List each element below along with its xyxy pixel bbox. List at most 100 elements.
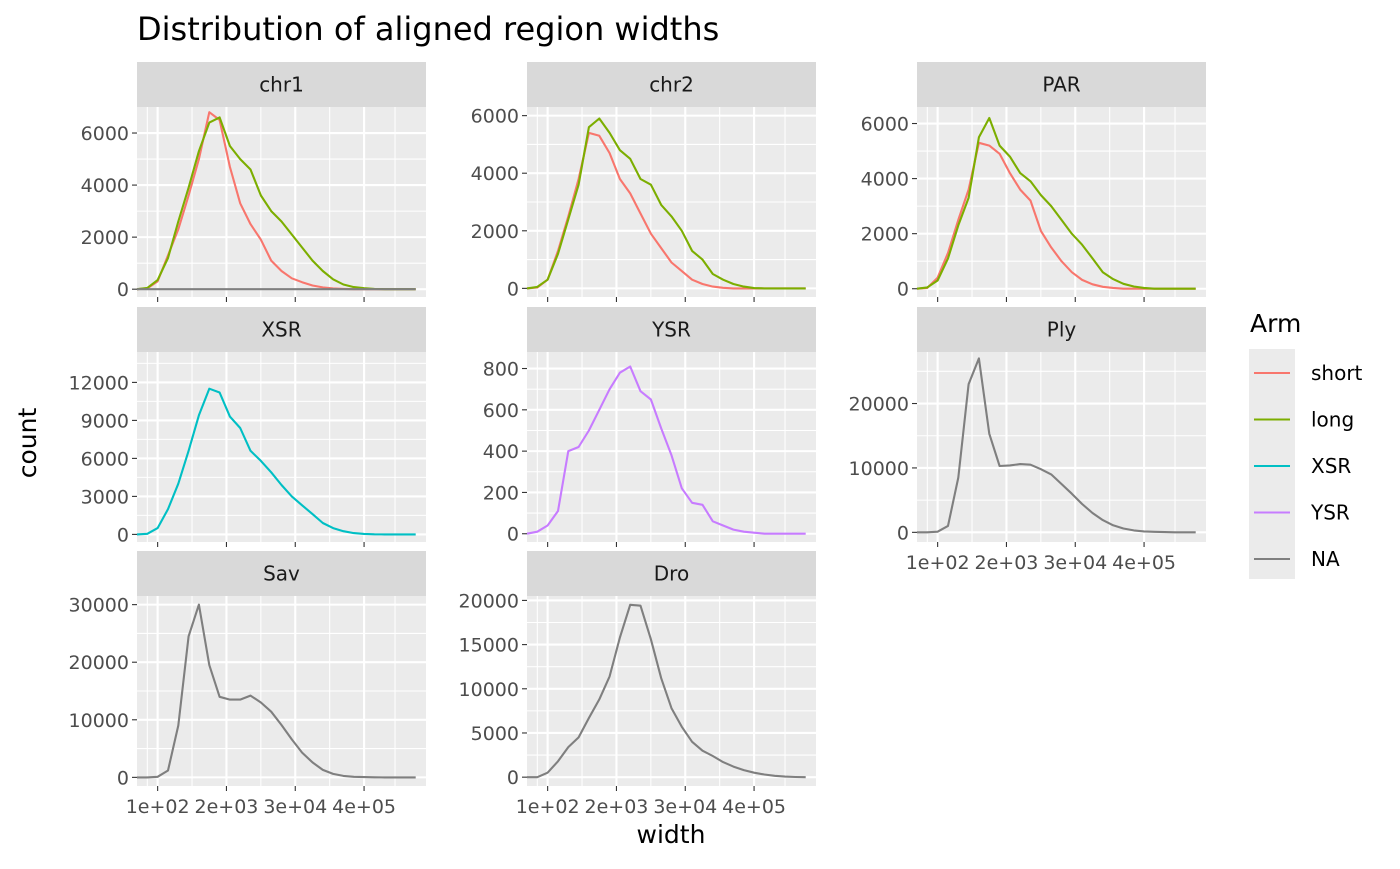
panel-background — [527, 596, 816, 786]
y-tick-label: 9000 — [81, 410, 129, 432]
series-line-na — [917, 357, 1196, 534]
y-tick-label: 4000 — [471, 163, 519, 185]
facet-strip — [527, 307, 816, 352]
series-line-na — [527, 603, 806, 779]
legend-item-ysr: YSR — [1254, 501, 1350, 525]
y-tick-label: 6000 — [861, 114, 909, 136]
x-tick-label: 1e+02 — [126, 796, 190, 818]
x-tick-label: 4e+05 — [1112, 552, 1176, 574]
y-tick-label: 4000 — [861, 169, 909, 191]
y-tick-label: 400 — [483, 441, 519, 463]
y-tick-label: 20000 — [69, 652, 129, 674]
facet-strip-label: PAR — [1042, 73, 1080, 97]
facet-strip — [137, 62, 426, 107]
facet-strip — [917, 62, 1206, 107]
facet-strip-label: Sav — [263, 562, 300, 586]
facet-strip-label: XSR — [261, 318, 301, 342]
panel-background — [917, 107, 1206, 297]
legend-label: short — [1311, 361, 1363, 385]
legend-title: Arm — [1250, 309, 1301, 338]
facet-strip-label: chr2 — [649, 73, 694, 97]
x-tick-label: 1e+02 — [906, 552, 970, 574]
y-tick-label: 10000 — [69, 710, 129, 732]
facet-strip-label: Ply — [1047, 318, 1077, 342]
legend-label: long — [1311, 408, 1354, 432]
facet-strip-label: chr1 — [259, 73, 304, 97]
facet-strip-label: Dro — [654, 562, 689, 586]
series-line-long — [916, 116, 1196, 290]
y-tick-label: 800 — [483, 359, 519, 381]
y-tick-label: 10000 — [849, 458, 909, 480]
y-tick-label: 6000 — [81, 448, 129, 470]
legend: Arm short long XSR YSR NA — [1249, 309, 1363, 579]
y-tick-label: 6000 — [81, 123, 129, 145]
series-line-xsr — [136, 387, 416, 536]
panel-background — [137, 352, 426, 542]
facet-strip — [527, 551, 816, 596]
series-line-ysr — [526, 365, 806, 535]
y-tick-label: 20000 — [849, 394, 909, 416]
x-tick-label: 3e+04 — [653, 796, 717, 818]
facet-strip-label: YSR — [651, 318, 691, 342]
y-tick-label: 0 — [507, 278, 519, 300]
y-tick-label: 12000 — [69, 372, 129, 394]
y-axis-title: count — [13, 408, 42, 479]
x-axis-title: width — [637, 820, 706, 849]
y-tick-label: 0 — [507, 524, 519, 546]
panel-background — [137, 107, 426, 297]
legend-item-na: NA — [1254, 547, 1340, 571]
series-line-long — [526, 117, 806, 290]
x-tick-label: 2e+03 — [195, 796, 259, 818]
facet-strip — [137, 551, 426, 596]
y-tick-label: 30000 — [69, 595, 129, 617]
facet-panel-xsr: XSR 0 3000 6000 9000 12000 — [69, 307, 426, 547]
facet-strip — [137, 307, 426, 352]
y-tick-label: 2000 — [861, 224, 909, 246]
legend-label: NA — [1311, 547, 1340, 571]
x-tick-label: 1e+02 — [516, 796, 580, 818]
y-tick-label: 20000 — [459, 590, 519, 612]
y-tick-label: 600 — [483, 400, 519, 422]
legend-item-short: short — [1254, 361, 1363, 385]
y-tick-label: 0 — [897, 279, 909, 301]
panel-background — [917, 352, 1206, 542]
y-tick-label: 2000 — [471, 221, 519, 243]
y-tick-label: 0 — [507, 767, 519, 789]
series-line-na — [137, 603, 416, 779]
facet-panel-sav: Sav 0 10000 20000 30000 1e+02 2e+03 3e+04 4e+05 — [69, 551, 426, 818]
facet-panels: chr10200040006000chr20200040006000PAR020… — [69, 62, 1206, 818]
x-tick-label: 4e+05 — [332, 796, 396, 818]
legend-label: XSR — [1311, 454, 1351, 478]
facet-panel-dro: Dro 0 5000 10000 15000 20000 1e+02 2e+03 3e+04 4e… — [459, 551, 816, 818]
y-tick-label: 3000 — [81, 486, 129, 508]
x-tick-label: 2e+03 — [975, 552, 1039, 574]
y-tick-label: 5000 — [471, 723, 519, 745]
chart-title: Distribution of aligned region widths — [137, 10, 719, 48]
facet-panel-par: PAR 0 2000 4000 6000 — [861, 62, 1206, 302]
y-tick-label: 200 — [483, 482, 519, 504]
y-tick-label: 0 — [117, 279, 129, 301]
legend-label: YSR — [1310, 501, 1350, 525]
y-tick-label: 4000 — [81, 175, 129, 197]
legend-item-xsr: XSR — [1254, 454, 1351, 478]
x-tick-label: 3e+04 — [1043, 552, 1107, 574]
legend-key-background — [1249, 349, 1295, 579]
y-tick-label: 0 — [117, 524, 129, 546]
y-tick-label: 6000 — [471, 106, 519, 128]
facet-panel-ply: Ply 0 10000 20000 1e+02 2e+03 3e+04 4e+05 — [849, 307, 1206, 574]
panel-background — [527, 352, 816, 542]
y-tick-label: 0 — [117, 767, 129, 789]
y-tick-label: 0 — [897, 522, 909, 544]
facet-strip — [527, 62, 816, 107]
facet-panel-chr1: chr1 0 2000 4000 6000 — [81, 62, 426, 302]
x-tick-label: 3e+04 — [263, 796, 327, 818]
legend-item-long: long — [1254, 408, 1354, 432]
facet-strip — [917, 307, 1206, 352]
x-tick-label: 4e+05 — [722, 796, 786, 818]
facet-panel-ysr: YSR 0 200 400 600 800 — [483, 307, 816, 547]
facet-panel-chr2: chr2 0 2000 4000 6000 — [471, 62, 816, 302]
x-tick-label: 2e+03 — [585, 796, 649, 818]
y-tick-label: 10000 — [459, 679, 519, 701]
